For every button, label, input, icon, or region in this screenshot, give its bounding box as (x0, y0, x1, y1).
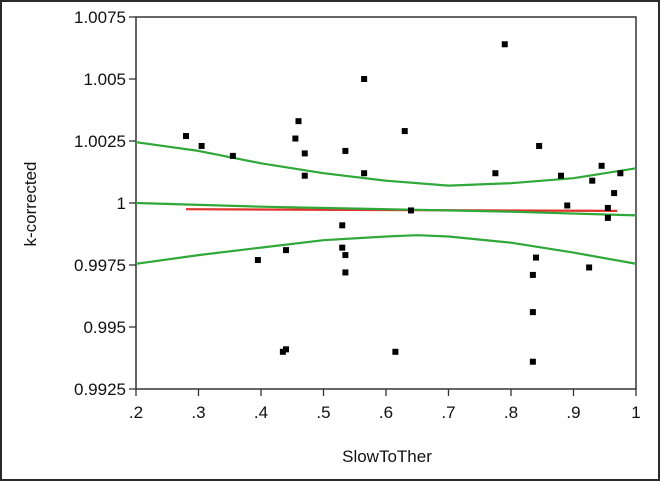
data-point (617, 170, 624, 177)
data-point (339, 244, 346, 251)
data-point (342, 269, 349, 276)
data-point (292, 135, 299, 142)
y-tick-label: 1.0025 (74, 132, 126, 151)
data-point (529, 358, 536, 365)
data-point (301, 150, 308, 157)
data-point (536, 142, 543, 149)
plot-border (135, 16, 637, 390)
x-tick-label: .9 (566, 403, 580, 422)
scatter-chart: 0.9925 0.995 0.9975 1 1.0025 1.005 1.0075 .2 .3.… (21, 8, 641, 466)
x-tick-label: .2 (129, 403, 143, 422)
data-point (589, 177, 596, 184)
data-point (301, 172, 308, 179)
upper-confidence-line (135, 141, 637, 187)
x-tick-label: .6 (379, 403, 393, 422)
data-point (254, 257, 261, 264)
data-point (342, 252, 349, 259)
data-point (558, 172, 564, 179)
data-point (564, 202, 571, 209)
series-layer (135, 141, 637, 265)
data-point (598, 162, 605, 169)
y-tick-label: 1.0075 (74, 8, 126, 27)
data-point (533, 254, 539, 261)
data-point (283, 247, 289, 254)
data-point (279, 348, 286, 355)
data-point (295, 118, 302, 125)
data-point (501, 41, 508, 48)
data-point (198, 142, 205, 149)
x-tick-label: .3 (191, 403, 205, 422)
x-tick-label: .7 (441, 403, 455, 422)
x-axis-label: SlowToTher (342, 447, 432, 466)
data-point (229, 152, 236, 159)
axes-layer: 0.9925 0.995 0.9975 1 1.0025 1.005 1.0075 .2 .3.… (74, 8, 641, 422)
data-point (342, 147, 349, 154)
data-point (401, 128, 408, 135)
data-point (339, 222, 346, 229)
y-tick-label: 1.005 (83, 70, 126, 89)
x-tick-label: 1 (631, 403, 640, 422)
data-point (392, 348, 399, 355)
y-axis-label: k-corrected (21, 161, 40, 246)
y-tick-label: 1 (117, 194, 126, 213)
y-tick-label: 0.9975 (74, 256, 126, 275)
data-point (361, 76, 368, 82)
data-point (408, 207, 414, 214)
data-point (611, 190, 618, 197)
x-tick-label: .8 (504, 403, 518, 422)
y-tick-label: 0.9925 (74, 380, 126, 399)
center-line (135, 201, 637, 217)
points-layer (183, 41, 624, 365)
data-point (492, 170, 499, 177)
data-point (604, 204, 611, 211)
x-tick-label: .4 (254, 403, 268, 422)
data-point (183, 133, 189, 140)
data-point (283, 346, 289, 353)
data-point (361, 170, 368, 177)
lower-confidence-line (135, 234, 637, 265)
y-tick-label: 0.995 (83, 318, 126, 337)
data-point (529, 309, 536, 316)
x-tick-label: .5 (316, 403, 330, 422)
data-point (586, 264, 593, 271)
plot-area (135, 16, 637, 390)
data-point (604, 214, 611, 221)
data-point (529, 271, 536, 278)
